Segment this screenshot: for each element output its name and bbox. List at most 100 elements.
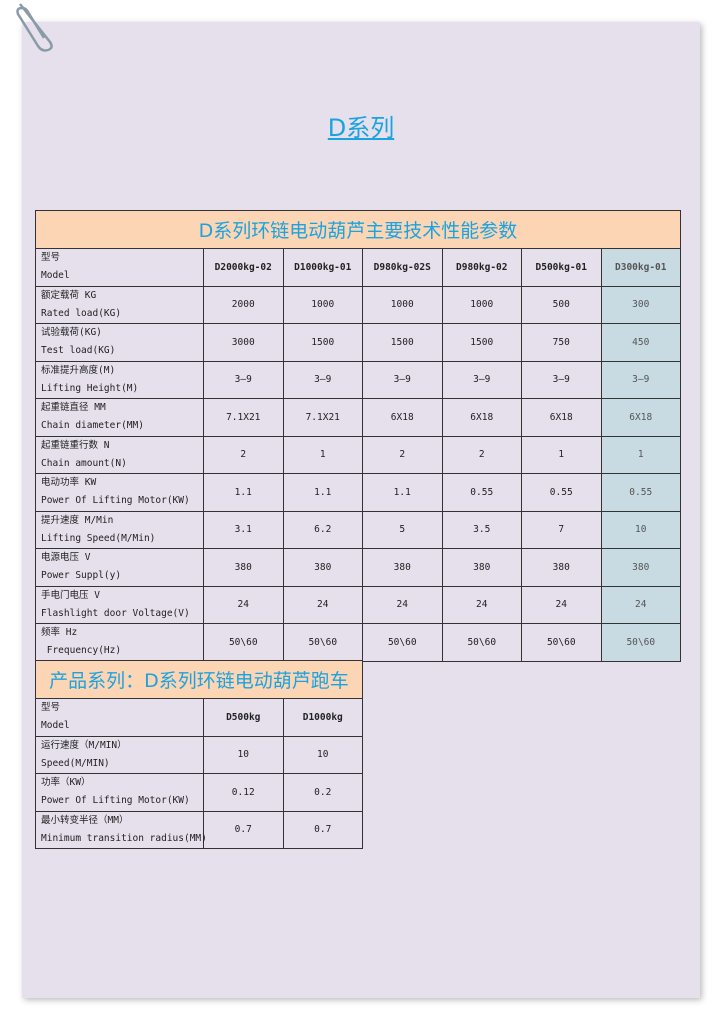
table-title: D系列环链电动葫芦主要技术性能参数	[35, 210, 681, 249]
value-cell: 750	[521, 323, 602, 362]
value-cell: 1500	[362, 323, 443, 362]
label-cn: 起重链重行数 N	[41, 439, 110, 451]
label-cn: 标准提升高度(M)	[41, 364, 116, 376]
row-label: 电源电压 V Power Suppl(y)	[35, 548, 204, 587]
row-label: 试验载荷(KG) Test load(KG)	[35, 323, 204, 362]
value-cell: 50\60	[203, 623, 284, 662]
row-label: 型号 Model	[35, 248, 204, 287]
value-cell: 3000	[203, 323, 284, 362]
row-label: 标准提升高度(M) Lifting Height(M)	[35, 360, 204, 399]
label-cn: 额定载荷 KG	[41, 289, 97, 301]
label-en: Minimum transition radius(MM)	[41, 832, 207, 844]
value-cell: 24	[521, 585, 602, 624]
paperclip-icon	[16, 3, 53, 52]
table-title: 产品系列：D系列环链电动葫芦跑车	[35, 660, 363, 699]
value-cell: 2	[441, 435, 522, 474]
label-en: Model	[41, 270, 70, 282]
header-row: 型号 Model D2000kg-02 D1000kg-01 D980kg-02S D98…	[35, 248, 681, 287]
table-row: 起重链重行数 N Chain amount(N) 2 1 2 2 1 1	[35, 435, 681, 474]
value-cell: 7.1X21	[203, 398, 284, 437]
title-row: D系列环链电动葫芦主要技术性能参数	[35, 210, 681, 249]
model-header-cell: D980kg-02	[441, 248, 522, 287]
header-row: 型号 Model D500kg D1000kg	[35, 698, 363, 737]
value-cell: 2000	[203, 285, 284, 324]
value-cell: 50\60	[362, 623, 443, 662]
value-cell: 3—9	[521, 360, 602, 399]
value-cell: 380	[362, 548, 443, 587]
value-cell: 5	[362, 510, 443, 549]
value-cell: 1.1	[362, 473, 443, 512]
label-cn: 起重链直径 MM	[41, 402, 106, 414]
table-row: 频率 Hz Frequency(Hz) 50\60 50\60 50\60 50\60 5…	[35, 623, 681, 662]
value-cell: 50\60	[600, 623, 681, 662]
value-cell: 24	[282, 585, 363, 624]
table-row: 手电门电压 V Flashlight door Voltage(V) 24 24 24 2…	[35, 585, 681, 624]
row-label: 额定载荷 KG Rated load(KG)	[35, 285, 204, 324]
value-cell: 3.1	[203, 510, 284, 549]
table-row: 功率（KW） Power Of Lifting Motor(KW) 0.12 0.2	[35, 773, 363, 812]
table-row: 最小转变半径（MM） Minimum transition radius(MM) 0…	[35, 810, 363, 849]
value-cell: 380	[600, 548, 681, 587]
value-cell: 2	[362, 435, 443, 474]
label-en: Model	[41, 720, 70, 732]
value-cell: 6X18	[441, 398, 522, 437]
row-label: 功率（KW） Power Of Lifting Motor(KW)	[35, 773, 204, 812]
table-row: 电源电压 V Power Suppl(y) 380 380 380 380 380 380	[35, 548, 681, 587]
value-cell: 0.55	[521, 473, 602, 512]
row-label: 起重链直径 MM Chain diameter(MM)	[35, 398, 204, 437]
table-row: 试验载荷(KG) Test load(KG) 3000 1500 1500 1500 750…	[35, 323, 681, 362]
value-cell: 50\60	[282, 623, 363, 662]
value-cell: 1	[600, 435, 681, 474]
value-cell: 300	[600, 285, 681, 324]
value-cell: 0.12	[203, 773, 284, 812]
row-label: 频率 Hz Frequency(Hz)	[35, 623, 204, 662]
value-cell: 0.7	[282, 810, 363, 849]
value-cell: 24	[441, 585, 522, 624]
label-cn: 型号	[41, 252, 61, 264]
trolley-spec-table: 产品系列：D系列环链电动葫芦跑车 型号 Model D500kg D1000kg 运行速度…	[35, 660, 363, 849]
value-cell: 500	[521, 285, 602, 324]
label-en: Lifting Speed(M/Min)	[41, 532, 156, 544]
label-en: Chain amount(N)	[41, 457, 127, 469]
row-label: 手电门电压 V Flashlight door Voltage(V)	[35, 585, 204, 624]
row-label: 最小转变半径（MM） Minimum transition radius(MM)	[35, 810, 207, 849]
value-cell: 50\60	[441, 623, 522, 662]
label-cn: 提升速度 M/Min	[41, 514, 114, 526]
value-cell: 1.1	[282, 473, 363, 512]
value-cell: 380	[521, 548, 602, 587]
main-spec-table: D系列环链电动葫芦主要技术性能参数型号 Model D2000kg-02 D1000k…	[35, 210, 681, 662]
value-cell: 3—9	[362, 360, 443, 399]
model-header-cell: D2000kg-02	[203, 248, 284, 287]
label-en: Power Of Lifting Motor(KW)	[41, 495, 190, 507]
value-cell: 6X18	[521, 398, 602, 437]
value-cell: 10	[203, 735, 284, 774]
page-title: D系列	[327, 114, 395, 142]
table-row: 起重链直径 MM Chain diameter(MM) 7.1X21 7.1X21 6X…	[35, 398, 681, 437]
value-cell: 1000	[362, 285, 443, 324]
value-cell: 3—9	[203, 360, 284, 399]
value-cell: 6X18	[362, 398, 443, 437]
label-cn: 最小转变半径（MM）	[41, 814, 129, 826]
value-cell: 2	[203, 435, 284, 474]
value-cell: 380	[441, 548, 522, 587]
label-en: Chain diameter(MM)	[41, 420, 144, 432]
row-label: 型号 Model	[35, 698, 204, 737]
label-en: Frequency(Hz)	[41, 645, 122, 657]
table-row: 运行速度（M/MIN） Speed(M/MIN) 10 10	[35, 735, 363, 774]
value-cell: 3—9	[282, 360, 363, 399]
model-header-cell: D1000kg-01	[282, 248, 363, 287]
value-cell: 450	[600, 323, 681, 362]
value-cell: 10	[282, 735, 363, 774]
label-cn: 电源电压 V	[41, 552, 91, 564]
model-header-cell: D300kg-01	[600, 248, 681, 287]
row-label: 提升速度 M/Min Lifting Speed(M/Min)	[35, 510, 204, 549]
label-en: Rated load(KG)	[41, 307, 122, 319]
value-cell: 1000	[282, 285, 363, 324]
label-cn: 功率（KW）	[41, 777, 91, 789]
row-label: 电动功率 KW Power Of Lifting Motor(KW)	[35, 473, 204, 512]
label-cn: 电动功率 KW	[41, 477, 97, 489]
table-row: 标准提升高度(M) Lifting Height(M) 3—9 3—9 3—9 3—9 3—…	[35, 360, 681, 399]
value-cell: 380	[282, 548, 363, 587]
value-cell: 24	[600, 585, 681, 624]
value-cell: 24	[203, 585, 284, 624]
